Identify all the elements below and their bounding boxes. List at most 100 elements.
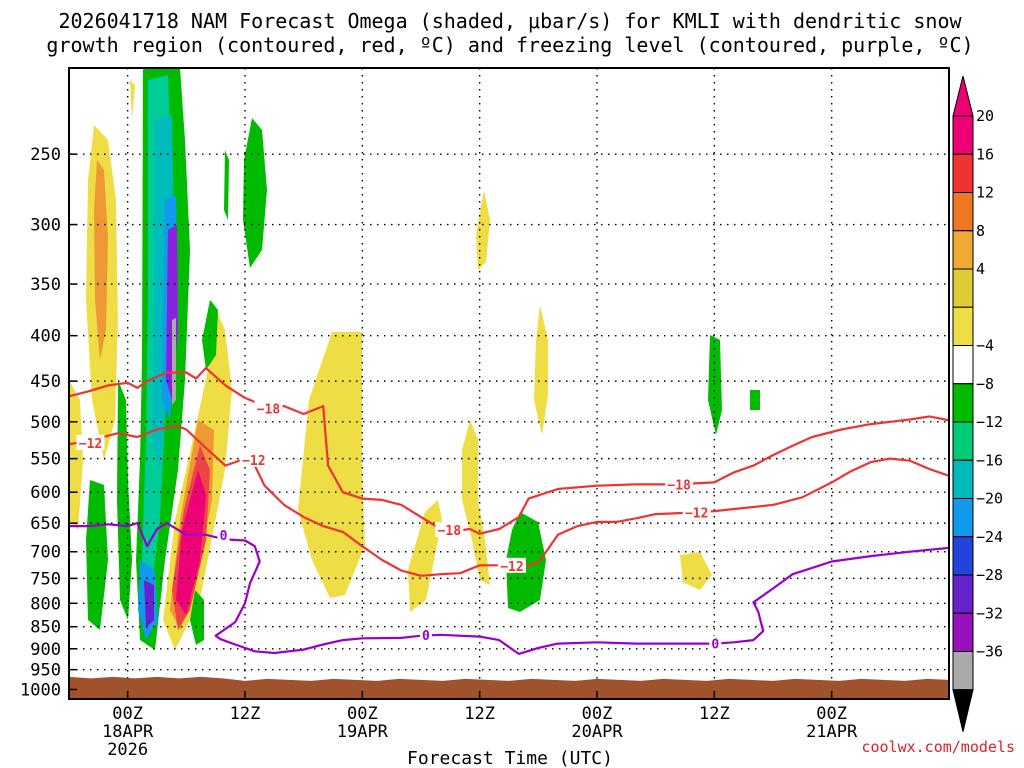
contour-label-bg — [665, 476, 694, 492]
omega-yellow-blob — [298, 332, 365, 598]
colorbar-label: −4 — [976, 337, 994, 355]
contour-label: −12 — [685, 506, 708, 521]
colorbar-swatch — [952, 345, 974, 385]
colorbar-label: −8 — [976, 375, 994, 393]
omega-yellow-blob — [408, 500, 442, 612]
contour-label: −18 — [257, 402, 281, 417]
omega-yellow-blob — [130, 80, 135, 120]
y-tick-label: 950 — [30, 661, 61, 681]
y-axis: 2503003504004505005506006507007508008509… — [20, 145, 77, 700]
y-tick-label: 250 — [30, 145, 61, 165]
contour-line — [69, 521, 949, 656]
contour-line — [69, 424, 949, 577]
x-tick-label: 2026 — [107, 740, 148, 760]
colorbar-label: 16 — [976, 145, 994, 163]
contour-label-bg — [419, 627, 432, 643]
colorbar-swatch — [952, 383, 974, 423]
contour-label-bg — [682, 504, 711, 520]
y-tick-label: 1000 — [20, 680, 61, 700]
omega-green-blob — [224, 150, 229, 220]
y-tick-label: 350 — [30, 275, 61, 295]
contour-lines: −12 −12 −12 −12 −18 −18 −18 0 0 0 — [69, 366, 949, 656]
x-tick-label: 18APR — [102, 722, 154, 742]
omega-yellow-blob — [680, 552, 712, 590]
ground-surface — [69, 676, 949, 699]
x-axis-label: Forecast Time (UTC) — [407, 748, 613, 768]
x-tick-label: 20APR — [571, 722, 623, 742]
chart-title-line2: growth region (contoured, red, ºC) and f… — [46, 33, 973, 57]
colorbar-swatch — [952, 268, 974, 308]
contour-label-bg — [709, 635, 722, 651]
credit-text: coolwx.com/models — [861, 738, 1015, 756]
y-tick-label: 850 — [30, 618, 61, 638]
x-tick-label: 21APR — [806, 722, 858, 742]
omega-green-blob — [190, 590, 204, 645]
colorbar-label: 12 — [976, 184, 994, 202]
colorbar-bottom-arrow — [952, 689, 974, 732]
omega-green-blob — [750, 390, 760, 410]
colorbar-label: 8 — [976, 222, 985, 240]
contour-label: 0 — [422, 629, 430, 644]
y-tick-label: 750 — [30, 569, 61, 589]
y-tick-label: 400 — [30, 327, 61, 347]
x-tick-label: 19APR — [337, 722, 389, 742]
grid-lines — [69, 68, 949, 699]
plot-frame — [68, 67, 950, 700]
colorbar-label: −28 — [976, 566, 1003, 584]
colorbar-label: −12 — [976, 413, 1003, 431]
colorbar-label: −32 — [976, 604, 1003, 622]
y-tick-label: 900 — [30, 640, 61, 660]
omega-green-blob — [86, 480, 108, 630]
x-tick-label: 00Z — [347, 704, 378, 724]
omega-green-blob — [506, 512, 546, 612]
colorbar-swatch — [952, 115, 974, 155]
contour-label-bg — [239, 452, 268, 468]
colorbar-label: −24 — [976, 528, 1003, 546]
colorbar-label: −16 — [976, 451, 1003, 469]
omega-magenta-blob — [176, 470, 206, 615]
colorbar-swatch — [952, 612, 974, 652]
omega-green-blob — [708, 335, 722, 435]
omega-orange-blob — [94, 160, 108, 360]
omega-gray-blob — [172, 318, 176, 405]
colorbar-swatch — [952, 306, 974, 346]
plot-area: −12 −12 −12 −12 −18 −18 −18 0 0 0 — [69, 68, 949, 699]
colorbar-label: −20 — [976, 490, 1003, 508]
colorbar-label: 20 — [976, 107, 994, 125]
y-tick-label: 550 — [30, 450, 61, 470]
contour-label: −12 — [79, 437, 102, 452]
x-tick-label: 00Z — [582, 704, 613, 724]
x-tick-label: 12Z — [464, 704, 495, 724]
contour-label-bg — [254, 400, 283, 416]
colorbar-swatch — [952, 153, 974, 193]
colorbar-label: −36 — [976, 643, 1003, 661]
colorbar-swatch — [952, 459, 974, 499]
x-tick-label: 00Z — [112, 704, 143, 724]
contour-label: −18 — [667, 478, 691, 493]
colorbar-swatch — [952, 574, 974, 614]
y-tick-label: 650 — [30, 514, 61, 534]
omega-yellow-blob — [462, 420, 490, 585]
contour-label: −12 — [500, 560, 523, 575]
colorbar-top-arrow — [952, 75, 974, 117]
x-tick-label: 12Z — [230, 704, 261, 724]
contour-label-bg — [435, 522, 464, 538]
y-tick-label: 450 — [30, 372, 61, 392]
colorbar-swatch — [952, 498, 974, 538]
colorbar-label: 4 — [976, 260, 985, 278]
omega-yellow-blob — [534, 305, 548, 435]
y-tick-label: 300 — [30, 216, 61, 236]
contour-label-bg — [497, 557, 526, 573]
omega-green-blob — [117, 380, 132, 620]
contour-label: 0 — [711, 638, 719, 653]
contour-label-bg — [217, 526, 230, 542]
y-tick-label: 600 — [30, 483, 61, 503]
y-tick-label: 500 — [30, 413, 61, 433]
y-tick-label: 700 — [30, 543, 61, 563]
colorbar-swatch — [952, 192, 974, 232]
contour-label-bg — [76, 434, 105, 450]
colorbar: 20 16 12 8 4 −4 −8 −12 −16 −20 −24 −28 −32 −36 — [952, 75, 1003, 732]
omega-green-blob — [243, 118, 267, 268]
